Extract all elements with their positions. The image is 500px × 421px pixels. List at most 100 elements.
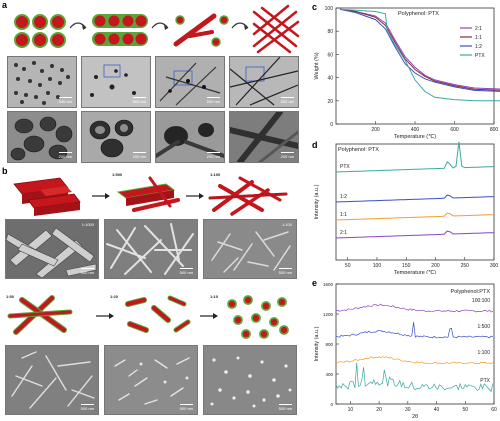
- scale-bar: 500 nm: [206, 99, 220, 104]
- scale-bar: 500 nm: [58, 99, 72, 104]
- chart-title: Polyphenol:PTX: [451, 289, 491, 295]
- scale-bar: 200 nm: [280, 154, 294, 159]
- series-line-PTX: [335, 362, 494, 393]
- x-axis-label: Temperature (℃): [394, 270, 436, 274]
- xrd-chart: 0 400 800 1200 1600 10 20 30 40 50 60 2θ Intensity (…: [314, 282, 497, 420]
- y-tick-label: 100: [325, 6, 334, 12]
- mesh-group-4: [252, 4, 300, 54]
- series-label: 1:1: [340, 212, 347, 218]
- x-axis-label: Temperature (℃): [394, 134, 436, 140]
- dsc-chart: 50 100 150 200 250 300 Temperature (℃) Intensit…: [314, 141, 499, 274]
- plot-frame: [335, 7, 495, 125]
- plot-frame: [335, 143, 495, 261]
- tem-image-3: 500 nm: [155, 56, 225, 108]
- panel-label-a: a: [2, 0, 8, 10]
- series-line-1:1: [335, 212, 495, 221]
- y-axis-label: Intensity (a.u.): [314, 184, 320, 219]
- series-label: 2:1: [340, 230, 347, 236]
- panel-label-c: c: [312, 2, 318, 12]
- y-tick-label: 40: [327, 76, 333, 82]
- x-tick-label: 600: [450, 127, 459, 133]
- tem-zoom-3: 200 nm: [155, 111, 225, 163]
- scale-bar: 500 nm: [80, 270, 94, 275]
- tga-chart: 0 20 40 60 80 100 200 400 600 800 Temperature (℃) W…: [314, 6, 500, 140]
- y-tick-label: 80: [327, 29, 333, 35]
- scale-bar: 200 nm: [58, 154, 72, 159]
- scale-bar: 200 nm: [132, 154, 146, 159]
- y-axis-label: Weight (%): [314, 52, 320, 79]
- series-line-1:1: [339, 8, 500, 91]
- legend-label: 2:1: [475, 26, 482, 32]
- panel-label-d: d: [312, 140, 318, 150]
- series-line-100:100: [335, 303, 494, 313]
- legend-label: PTX: [475, 53, 485, 59]
- x-tick-label: 300: [490, 263, 499, 269]
- spheres: [227, 295, 289, 339]
- panel-a-schematic: [14, 4, 300, 54]
- x-tick-label: 150: [402, 263, 411, 269]
- scale-bar: 500 nm: [179, 406, 193, 411]
- chart-title: Polyphenol: PTX: [398, 11, 439, 17]
- sem-image-1: 1:1000 500 nm: [5, 219, 99, 279]
- legend-label: 1:2: [475, 44, 482, 50]
- x-tick-label: 40: [434, 407, 440, 413]
- x-tick-label: 100: [373, 263, 382, 269]
- x-tick-label: 800: [490, 127, 499, 133]
- crystal-coated: [116, 176, 180, 212]
- series-line-1:2: [339, 8, 500, 92]
- sem-image-6: 500 nm: [203, 345, 297, 415]
- scale-bar: 500 nm: [280, 99, 294, 104]
- tem-zoom-2: 200 nm: [81, 111, 151, 163]
- series-label: 1:100: [477, 350, 490, 356]
- series-line-PTX: [335, 141, 495, 173]
- crystal-bulk: [13, 177, 81, 216]
- scale-bar: 500 nm: [278, 406, 292, 411]
- scale-bar: 500 nm: [132, 99, 146, 104]
- tem-image-1: 500 nm: [7, 56, 77, 108]
- series-label: PTX: [340, 164, 350, 170]
- y-tick-label: 1600: [323, 282, 334, 287]
- series-label: 1:2: [340, 194, 347, 200]
- panel-label-b: b: [2, 166, 8, 176]
- droplets-group-1: [14, 14, 66, 48]
- ratio-label: 1:10: [210, 294, 219, 299]
- ratio-label: 1:100: [210, 172, 221, 177]
- series-line-1:500: [335, 322, 494, 339]
- sem-image-2: 500 nm: [104, 219, 198, 279]
- y-tick-label: 60: [327, 52, 333, 58]
- series-line-2:1: [335, 230, 495, 239]
- y-tick-label: 400: [325, 372, 333, 377]
- x-tick-label: 20: [376, 407, 382, 413]
- ratio-label: 1:20: [110, 294, 119, 299]
- tem-image-2: 500 nm: [81, 56, 151, 108]
- y-tick-label: 0: [330, 122, 333, 128]
- ratio-tag: 1:1000: [81, 222, 94, 227]
- legend-label: 1:1: [475, 35, 482, 41]
- scale-bar: 500 nm: [278, 270, 292, 275]
- x-tick-label: 50: [462, 407, 468, 413]
- series-line-1:2: [335, 194, 495, 203]
- x-axis-label: 2θ: [412, 414, 418, 420]
- ratio-tag: 1:100: [281, 222, 292, 227]
- y-tick-label: 0: [330, 402, 333, 407]
- ratio-label: 1:500: [112, 172, 123, 177]
- series-line-PTX: [339, 8, 500, 102]
- rods-group-3: [173, 13, 229, 47]
- scale-bar: 500 nm: [179, 270, 193, 275]
- scale-bar: 500 nm: [80, 406, 94, 411]
- sem-image-4: 500 nm: [5, 345, 99, 415]
- y-tick-label: 20: [327, 99, 333, 105]
- short-rods: [125, 295, 191, 333]
- tem-zoom-4: 200 nm: [229, 111, 299, 163]
- tem-image-4: 500 nm: [229, 56, 299, 108]
- rods-coated: [7, 295, 73, 335]
- sem-image-3: 1:100 500 nm: [203, 219, 297, 279]
- series-line-1:100: [335, 356, 494, 365]
- series-label: PTX: [480, 378, 490, 384]
- series-label: 1:500: [477, 324, 490, 330]
- panel-b-schematic-bottom: [7, 295, 289, 339]
- panel-label-e: e: [312, 278, 318, 288]
- x-tick-label: 30: [405, 407, 411, 413]
- series-line-2:1: [339, 8, 500, 90]
- series-label: 100:100: [472, 298, 490, 304]
